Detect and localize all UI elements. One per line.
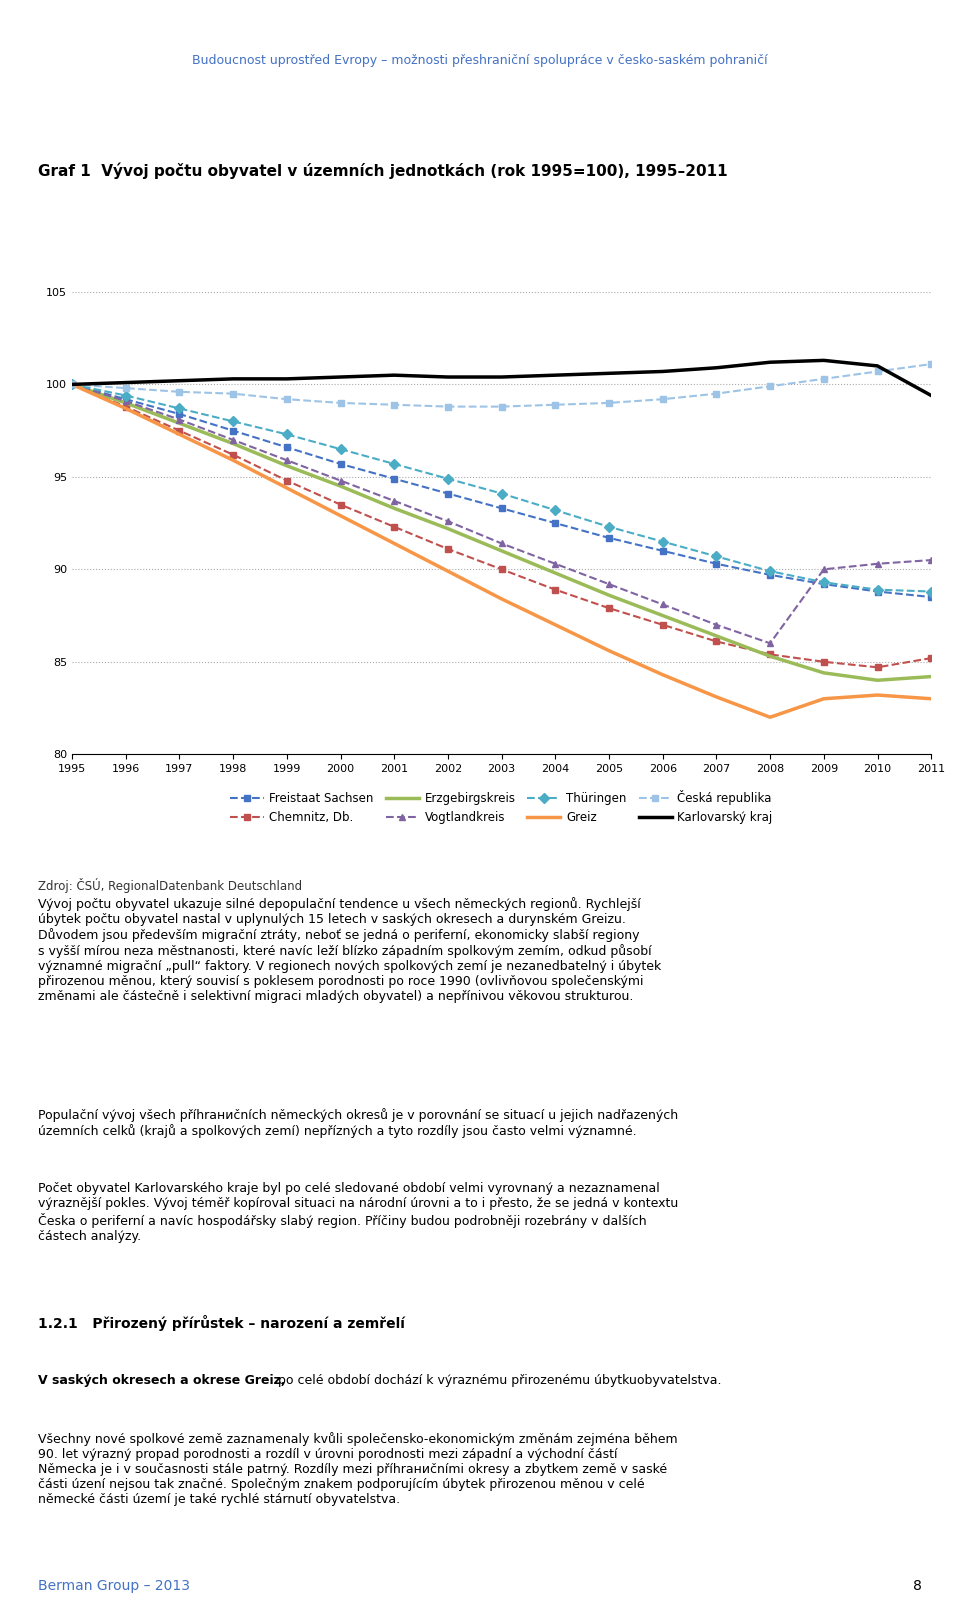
Text: Zdroj: ČSÚ, RegionalDatenbank Deutschland: Zdroj: ČSÚ, RegionalDatenbank Deutschlan…: [38, 878, 302, 892]
Text: V saských okresech a okrese Greiz,: V saských okresech a okrese Greiz,: [38, 1374, 286, 1387]
Text: Populační vývoj všech příhrаниčních německých okresů je v porovnání se situací u: Populační vývoj všech příhrаниčních něme…: [38, 1108, 679, 1139]
Text: po celé období dochází k výraznému přirozenému úbytkuobyvatelstva.: po celé období dochází k výraznému přiro…: [274, 1374, 721, 1387]
Text: Počet obyvatel Karlovarského kraje byl po celé sledované období velmi vyrovnaný : Počet obyvatel Karlovarského kraje byl p…: [38, 1182, 679, 1242]
Text: Budoucnost uprostřed Evropy – možnosti přeshraniční spolupráce v česko-saském po: Budoucnost uprostřed Evropy – možnosti p…: [192, 54, 768, 67]
Text: Vývoj počtu obyvatel ukazuje silné depopulační tendence u všech německých region: Vývoj počtu obyvatel ukazuje silné depop…: [38, 897, 661, 1004]
Text: Graf 1  Vývoj počtu obyvatel v územních jednotkách (rok 1995=100), 1995–2011: Graf 1 Vývoj počtu obyvatel v územních j…: [38, 162, 728, 178]
Text: Všechny nové spolkové země zaznamenaly kvůli společensko-ekonomickým změnám zejm: Všechny nové spolkové země zaznamenaly k…: [38, 1432, 678, 1507]
Legend: Freistaat Sachsen, Chemnitz, Db., Erzgebirgskreis, Vogtlandkreis, Thüringen, Gre: Freistaat Sachsen, Chemnitz, Db., Erzgeb…: [226, 785, 778, 829]
Text: 8: 8: [913, 1578, 922, 1593]
Text: 1.2.1   Přirozený přírůstek – narození a zemřelí: 1.2.1 Přirozený přírůstek – narození a z…: [38, 1315, 405, 1332]
Text: Berman Group – 2013: Berman Group – 2013: [38, 1578, 190, 1593]
